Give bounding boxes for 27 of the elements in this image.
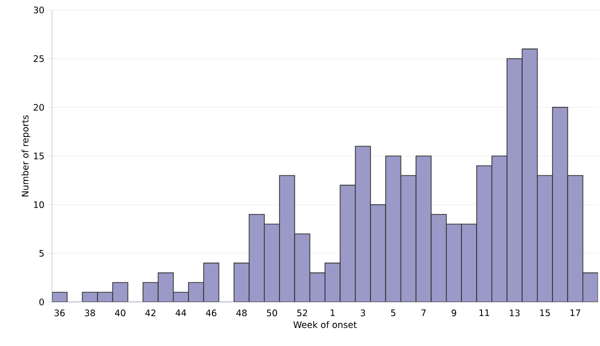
y-tick-label: 20 [34, 104, 44, 111]
x-tick-label: 48 [236, 310, 247, 316]
y-tick-label: 30 [34, 6, 44, 14]
y-tick-label: 5 [39, 250, 44, 257]
x-tick-label: 50 [266, 310, 278, 316]
x-tick-label: 1 [330, 310, 335, 316]
x-tick-label: 42 [145, 310, 156, 316]
x-axis-title: Week of onset [293, 321, 357, 328]
x-tick-label: 40 [114, 310, 126, 316]
x-tick-label: 13 [510, 310, 520, 316]
x-tick-label: 36 [54, 310, 65, 316]
y-axis-title: Number of reports [22, 115, 30, 196]
x-tick-label: 3 [360, 310, 366, 316]
x-tick-label: 17 [570, 310, 580, 316]
y-tick-label: 25 [34, 55, 44, 62]
y-tick-label: 15 [34, 152, 44, 160]
x-tick-label: 9 [452, 310, 456, 316]
x-tick-label: 15 [540, 310, 550, 316]
x-tick-label: 5 [391, 310, 396, 316]
y-tick-label: 0 [39, 298, 44, 306]
x-tick-label: 44 [176, 310, 186, 316]
y-tick-label: 10 [34, 201, 44, 208]
x-tick-label: 46 [206, 310, 216, 316]
x-tick-label: 38 [84, 310, 96, 316]
x-tick-label: 11 [480, 310, 490, 316]
x-tick-label: 52 [297, 310, 308, 316]
x-tick-label: 7 [421, 310, 426, 316]
